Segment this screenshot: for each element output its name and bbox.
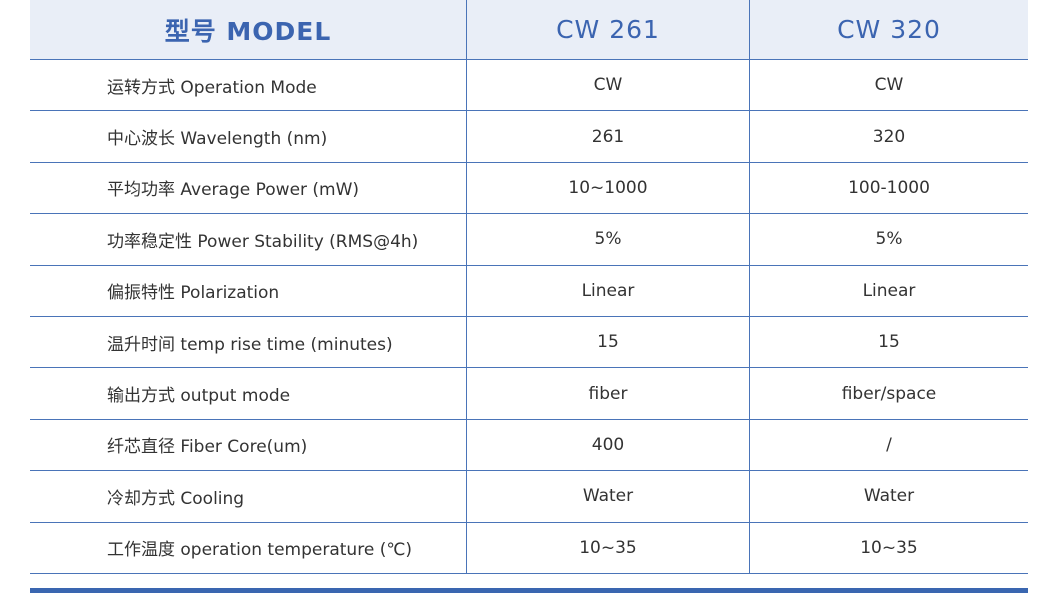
- row-label: 功率稳定性 Power Stability (RMS@4h): [107, 231, 419, 252]
- value-cell: 15: [749, 316, 1028, 368]
- value-cell: CW: [749, 60, 1028, 111]
- value-cell: 10~35: [749, 522, 1028, 573]
- row-label: 工作温度 operation temperature (℃): [107, 540, 413, 561]
- value-cell: 15: [466, 316, 749, 368]
- value-cell: Linear: [749, 265, 1028, 316]
- row-label: 输出方式 output mode: [107, 386, 291, 407]
- table-row: 中心波长 Wavelength (nm) 261 320: [30, 111, 1028, 163]
- value-cell: Water: [749, 471, 1028, 522]
- table-row: 温升时间 temp rise time (minutes) 15 15: [30, 316, 1028, 369]
- row-label: 温升时间 temp rise time (minutes): [107, 334, 393, 355]
- header-cell: 型号 MODEL: [164, 16, 332, 46]
- table-row: 偏振特性 Polarization Linear Linear: [30, 265, 1028, 317]
- header-row: 型号 MODEL CW 261 CW 320: [30, 0, 1028, 60]
- value-cell: CW: [466, 60, 749, 111]
- value-cell: fiber: [466, 368, 749, 419]
- row-label: 平均功率 Average Power (mW): [107, 180, 360, 201]
- table-row: 运转方式 Operation Mode CW CW: [30, 60, 1028, 112]
- row-label: 偏振特性 Polarization: [107, 283, 280, 304]
- bottom-bar: [30, 588, 1028, 593]
- value-cell: Water: [466, 471, 749, 522]
- value-cell: fiber/space: [749, 368, 1028, 419]
- value-cell: /: [749, 419, 1028, 471]
- value-cell: 100-1000: [749, 162, 1028, 214]
- value-cell: 5%: [749, 214, 1028, 265]
- row-label: 运转方式 Operation Mode: [107, 77, 317, 98]
- row-label: 中心波长 Wavelength (nm): [107, 129, 328, 150]
- value-cell: 261: [466, 111, 749, 162]
- value-cell: 5%: [466, 214, 749, 265]
- table-row: 功率稳定性 Power Stability (RMS@4h) 5% 5%: [30, 214, 1028, 266]
- table-row: 工作温度 operation temperature (℃) 10~35 10~35: [30, 522, 1028, 574]
- table-row: 冷却方式 Cooling Water Water: [30, 471, 1028, 523]
- row-label: 冷却方式 Cooling: [107, 488, 245, 509]
- header-cell: CW 261: [466, 0, 749, 59]
- value-cell: 10~35: [466, 522, 749, 573]
- table-row: 输出方式 output mode fiber fiber/space: [30, 368, 1028, 420]
- value-cell: Linear: [466, 265, 749, 316]
- value-cell: 320: [749, 111, 1028, 162]
- value-cell: 400: [466, 419, 749, 471]
- value-cell: 10~1000: [466, 162, 749, 214]
- row-label: 纤芯直径 Fiber Core(um): [107, 437, 308, 458]
- table-row: 平均功率 Average Power (mW) 10~1000 100-1000: [30, 162, 1028, 215]
- header-cell: CW 320: [749, 0, 1028, 59]
- spec-table: 型号 MODEL CW 261 CW 320 运转方式 Operation Mode C…: [30, 0, 1028, 574]
- table-row: 纤芯直径 Fiber Core(um) 400/: [30, 419, 1028, 472]
